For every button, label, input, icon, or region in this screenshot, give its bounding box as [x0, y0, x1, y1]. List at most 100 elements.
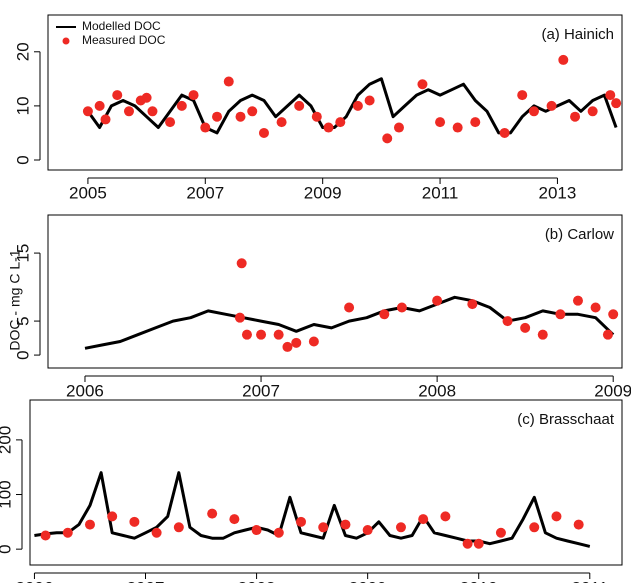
- measured-point: [440, 511, 451, 522]
- measured-point: [529, 522, 540, 533]
- measured-point: [572, 295, 583, 306]
- measured-point: [364, 95, 375, 106]
- panel-label: (c) Brasschaat: [517, 411, 615, 428]
- measured-point: [379, 309, 390, 320]
- measured-point: [151, 527, 162, 538]
- measured-point: [291, 337, 302, 348]
- measured-point: [294, 100, 305, 111]
- measured-point: [570, 111, 581, 122]
- measured-point: [528, 106, 539, 117]
- measured-point: [234, 312, 245, 323]
- measured-point: [517, 90, 528, 101]
- measured-point: [311, 111, 322, 122]
- x-tick-label: 2010: [460, 578, 498, 583]
- x-tick-label: 2009: [594, 381, 631, 400]
- measured-point: [223, 76, 234, 87]
- measured-point: [417, 79, 428, 90]
- measured-point: [352, 100, 363, 111]
- measured-point: [590, 302, 601, 313]
- modelled-line: [34, 471, 591, 548]
- measured-point: [602, 329, 613, 340]
- measured-point: [340, 519, 351, 530]
- measured-point: [396, 302, 407, 313]
- measured-point: [207, 508, 218, 519]
- y-tick-label: 20: [13, 42, 32, 61]
- measured-point: [235, 111, 246, 122]
- measured-point: [84, 519, 95, 530]
- measured-point: [462, 538, 473, 549]
- measured-point: [432, 295, 443, 306]
- measured-point: [212, 111, 223, 122]
- measured-point: [100, 114, 111, 125]
- measured-point: [276, 117, 287, 128]
- plot-frame: [47, 214, 623, 369]
- measured-point: [362, 525, 373, 536]
- measured-point: [605, 90, 616, 101]
- y-axis-label: DOC - mg C L-1: [7, 249, 23, 350]
- measured-point: [452, 122, 463, 133]
- y-tick-label: 0: [0, 544, 14, 553]
- measured-point: [608, 309, 619, 320]
- measured-point: [520, 322, 531, 333]
- legend-label: Measured DOC: [82, 33, 166, 47]
- measured-point: [296, 516, 307, 527]
- measured-point: [393, 122, 404, 133]
- measured-point: [382, 133, 393, 144]
- measured-point: [418, 514, 429, 525]
- measured-point: [229, 514, 240, 525]
- x-tick-label: 2007: [127, 578, 165, 583]
- measured-point: [611, 98, 622, 109]
- x-tick-label: 2011: [422, 183, 459, 202]
- measured-point: [499, 127, 510, 138]
- measured-point: [107, 511, 118, 522]
- measured-point: [40, 530, 51, 541]
- x-tick-label: 2008: [238, 578, 276, 583]
- measured-point: [94, 100, 105, 111]
- measured-point: [467, 299, 478, 310]
- measured-point: [555, 309, 566, 320]
- measured-point: [62, 527, 73, 538]
- measured-point: [495, 527, 506, 538]
- x-tick-label: 2011: [572, 578, 609, 583]
- measured-point: [188, 90, 199, 101]
- measured-point: [435, 117, 446, 128]
- measured-point: [308, 336, 319, 347]
- x-tick-label: 2006: [16, 578, 54, 583]
- measured-point: [273, 527, 284, 538]
- measured-point: [173, 522, 184, 533]
- measured-point: [129, 516, 140, 527]
- measured-point: [141, 92, 152, 103]
- y-tick-label: 10: [13, 96, 32, 115]
- measured-point: [502, 316, 513, 327]
- measured-point: [256, 329, 267, 340]
- panel-label: (a) Hainich: [541, 26, 614, 43]
- measured-point: [165, 117, 176, 128]
- x-tick-label: 2007: [186, 183, 224, 202]
- measured-point: [273, 329, 284, 340]
- y-tick-label: 100: [0, 480, 14, 508]
- modelled-line: [84, 295, 615, 350]
- x-tick-label: 2008: [418, 381, 456, 400]
- measured-point: [82, 106, 93, 117]
- measured-point: [344, 302, 355, 313]
- measured-point: [251, 525, 262, 536]
- measured-point: [470, 117, 481, 128]
- x-tick-label: 2009: [304, 183, 342, 202]
- y-tick-label: 15: [13, 244, 32, 263]
- measured-point: [546, 100, 557, 111]
- legend-point: [62, 37, 70, 45]
- measured-point: [236, 258, 247, 269]
- measured-point: [112, 90, 123, 101]
- measured-point: [473, 538, 484, 549]
- y-tick-label: 5: [13, 316, 32, 325]
- measured-point: [551, 511, 562, 522]
- measured-point: [258, 127, 269, 138]
- x-tick-label: 2013: [539, 183, 577, 202]
- y-tick-label: 0: [13, 350, 32, 359]
- plot-frame: [47, 14, 623, 171]
- y-tick-label: 0: [13, 155, 32, 164]
- measured-point: [200, 122, 211, 133]
- measured-point: [558, 54, 569, 65]
- measured-point: [587, 106, 598, 117]
